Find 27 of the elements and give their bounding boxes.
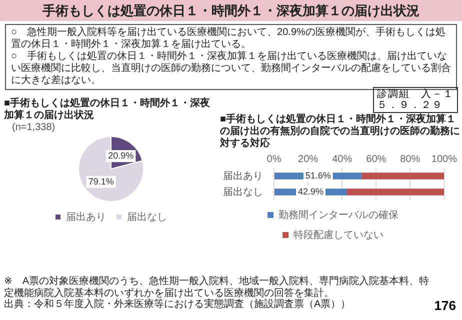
legend-label: 特段配慮していない — [294, 228, 384, 241]
x-tick-label: 100% — [431, 154, 458, 165]
text: ○ 手術もしくは処置の休日１・時間外１・深夜加算１を届け出ている医療機関は、届け出ていない医療機関に比較し、当直明けの医師の勤務について、勤務間インターバルの配慮をしている割合に大きな差はない。 — [11, 51, 451, 87]
x-tick-label: 80% — [400, 154, 420, 165]
data-label: 20.9% — [108, 150, 134, 161]
chart-title: ■手術もしくは処置の休日１・時間外１・深夜加算１の届け出の有無別の自院での当直明けの医師の勤務に対する対応 — [220, 114, 460, 150]
data-label: 42.9% — [298, 186, 324, 196]
x-tick-label: 0% — [266, 154, 282, 165]
legend-label: 届出あり — [66, 210, 106, 223]
x-tick-label: 20% — [298, 154, 318, 165]
text: ５．９．２９ — [377, 100, 444, 111]
chart-subtitle: (n=1,338) — [12, 122, 56, 134]
text: 176 — [434, 298, 456, 313]
source-note: 出典：令和５年度入院・外来医療等における実態調査（施設調査票（A票）） — [4, 299, 352, 310]
data-label: 51.6% — [305, 170, 331, 180]
x-tick-label: 40% — [332, 154, 352, 165]
data-label: 79.1% — [88, 176, 114, 186]
text: 診調組 入－１ — [377, 89, 454, 100]
x-tick-label: 60% — [366, 154, 386, 165]
text: ※ A票の対象医療機関のうち、急性期一般入院料、地域一般入院料、専門病院入院基本料、特定機能病院入院基本料のいずれかを届け出ている医療機関の回答を集計。 — [4, 276, 430, 298]
text: 手術もしくは処置の休日１・時間外１・深夜加算１の届け出状況 — [0, 0, 462, 21]
bar — [347, 188, 444, 196]
chart-title: ■手術もしくは処置の休日１・時間外１・深夜加算１の届け出状況 — [4, 98, 212, 122]
legend-label: 勤務間インターバルの確保 — [278, 208, 398, 221]
bar — [362, 172, 444, 180]
legend-label: 届出なし — [127, 210, 167, 223]
text: ○ 急性期一般入院料等を届け出ている医療機関において、20.9%の医療機関が、手術もしくは処置の休日１・時間外１・深夜加算１を届け出ている。 — [11, 27, 446, 50]
